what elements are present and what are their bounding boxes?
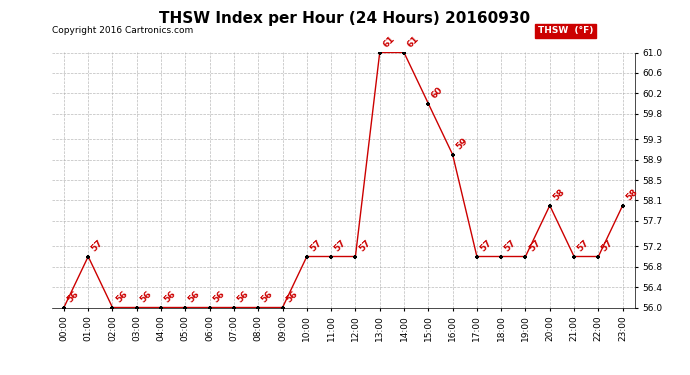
Text: 56: 56 (187, 290, 202, 305)
Point (228, 304, 239, 310)
Text: 57: 57 (527, 238, 542, 254)
Point (593, 254, 604, 260)
Point (495, 254, 506, 260)
Text: 58: 58 (624, 188, 639, 203)
Text: 56: 56 (284, 290, 299, 305)
Text: 56: 56 (259, 290, 275, 305)
Text: 60: 60 (430, 86, 445, 101)
Point (107, 304, 118, 310)
Point (399, 50, 410, 55)
Text: 57: 57 (600, 238, 615, 254)
Point (131, 304, 142, 310)
Point (423, 100, 434, 106)
Point (204, 304, 215, 310)
Text: 57: 57 (478, 238, 493, 254)
Point (374, 50, 385, 55)
Point (447, 152, 458, 157)
Point (617, 202, 628, 208)
Text: 56: 56 (114, 290, 129, 305)
Text: THSW Index per Hour (24 Hours) 20160930: THSW Index per Hour (24 Hours) 20160930 (159, 11, 531, 26)
Text: 56: 56 (211, 290, 226, 305)
Text: 57: 57 (357, 238, 372, 254)
Text: 57: 57 (333, 238, 348, 254)
Point (83, 254, 94, 260)
Point (544, 202, 555, 208)
Text: 61: 61 (406, 34, 421, 50)
Text: 57: 57 (575, 238, 591, 254)
Point (180, 304, 191, 310)
Point (59, 304, 70, 310)
Text: 61: 61 (381, 34, 396, 50)
Point (569, 254, 580, 260)
Point (302, 254, 313, 260)
Text: 57: 57 (90, 238, 105, 254)
Point (326, 254, 337, 260)
Point (520, 254, 531, 260)
Text: THSW  (°F): THSW (°F) (538, 26, 593, 35)
Text: Copyright 2016 Cartronics.com: Copyright 2016 Cartronics.com (52, 26, 193, 35)
Point (350, 254, 361, 260)
Point (277, 304, 288, 310)
Point (253, 304, 264, 310)
Text: 56: 56 (162, 290, 177, 305)
Point (155, 304, 166, 310)
Text: 56: 56 (66, 290, 81, 305)
Text: 58: 58 (551, 188, 566, 203)
Text: 59: 59 (454, 136, 469, 152)
Text: 57: 57 (308, 238, 324, 254)
Text: 56: 56 (138, 290, 153, 305)
Text: 57: 57 (502, 238, 518, 254)
Point (471, 254, 482, 260)
Text: 56: 56 (235, 290, 250, 305)
